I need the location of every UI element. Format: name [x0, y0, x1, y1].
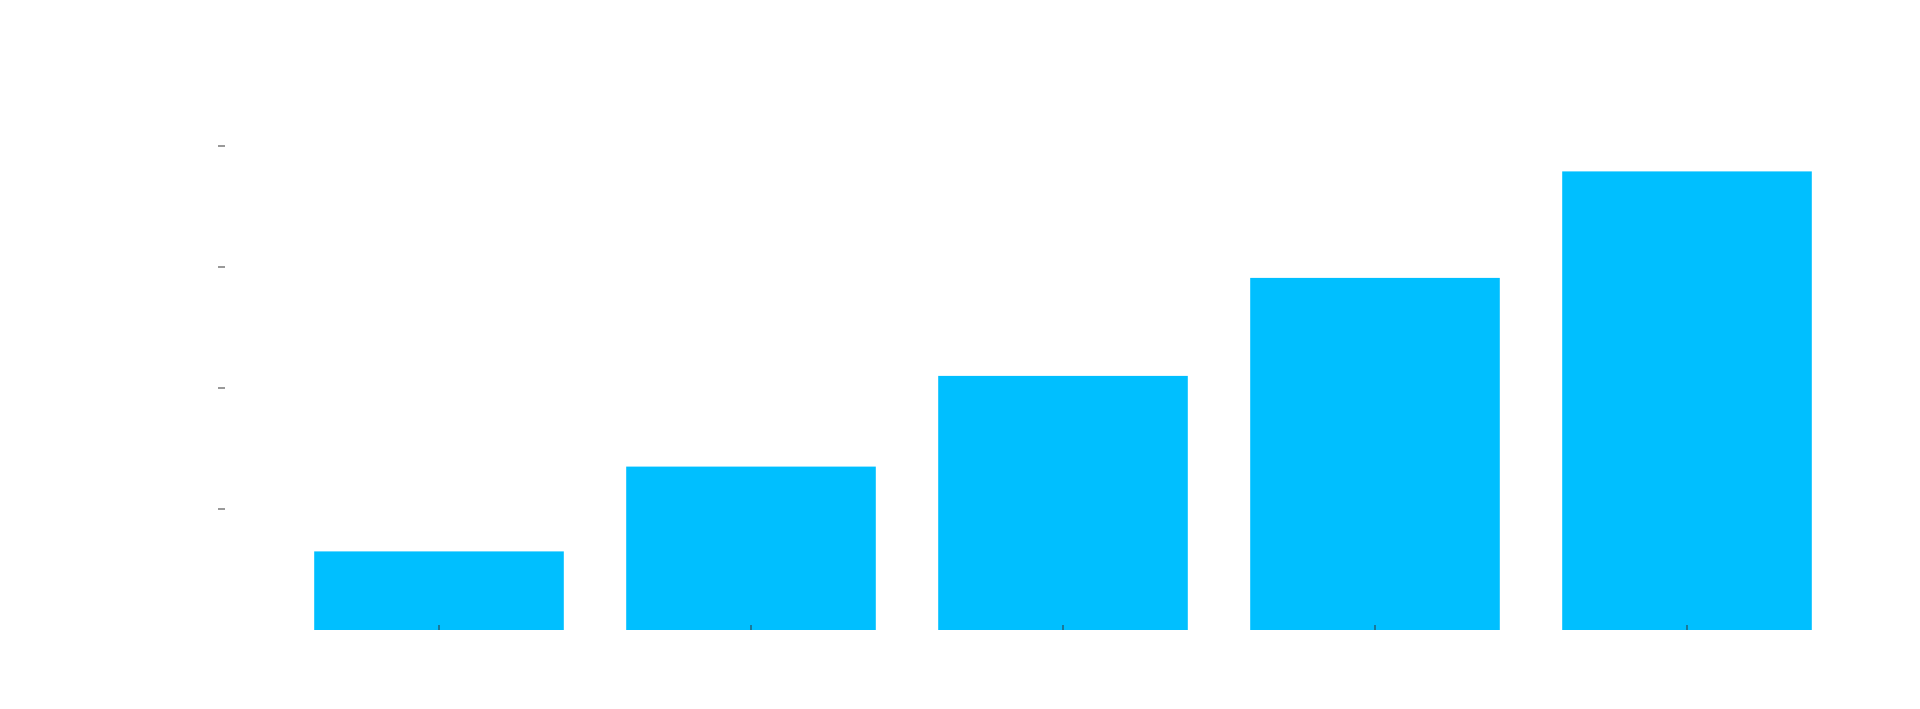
bar-2 [626, 466, 876, 630]
bar-3 [938, 375, 1188, 630]
y-axis-ticks [218, 145, 225, 510]
x-axis-ticks [438, 625, 1688, 630]
bar-5 [1562, 171, 1812, 630]
bars-group [314, 171, 1812, 630]
bar-1 [314, 551, 564, 630]
bar-4 [1250, 277, 1500, 630]
